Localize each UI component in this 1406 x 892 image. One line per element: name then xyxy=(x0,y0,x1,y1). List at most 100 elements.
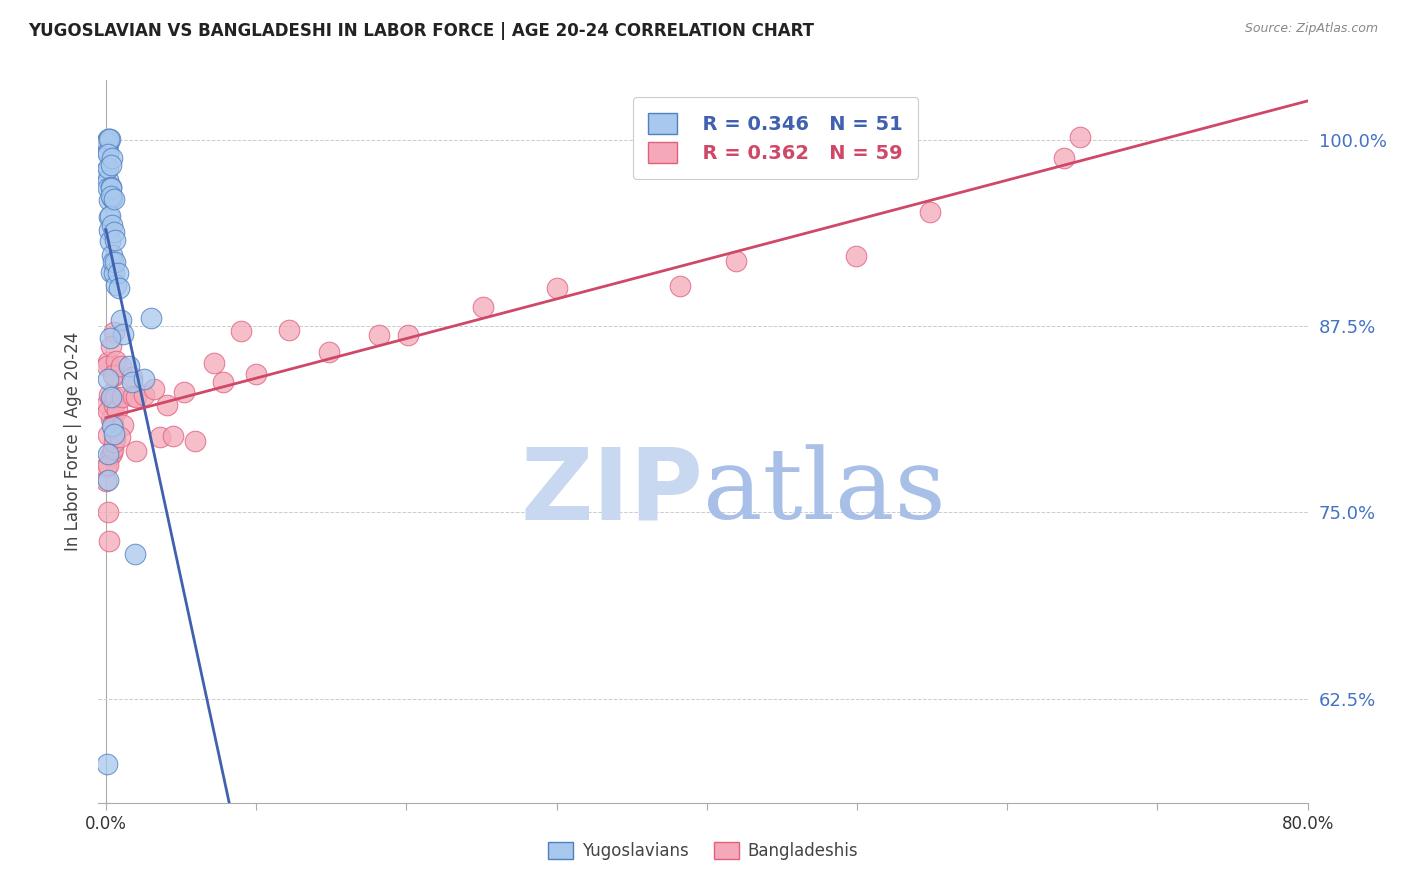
Point xyxy=(97,506,120,520)
Point xyxy=(98,209,121,223)
Point xyxy=(101,446,124,460)
Point xyxy=(100,265,122,279)
Point xyxy=(97,372,120,386)
Point xyxy=(121,389,143,403)
Point xyxy=(669,279,692,293)
Point xyxy=(101,442,124,456)
Point xyxy=(104,390,127,404)
Point xyxy=(547,281,569,295)
Point xyxy=(98,234,121,248)
Point xyxy=(97,404,120,418)
Point xyxy=(97,210,120,224)
Point xyxy=(124,547,146,561)
Point xyxy=(96,475,118,489)
Point xyxy=(278,323,301,337)
Point xyxy=(97,146,120,161)
Point xyxy=(132,388,155,402)
Point xyxy=(107,281,129,295)
Point xyxy=(724,253,747,268)
Point xyxy=(100,412,122,426)
Point xyxy=(918,204,941,219)
Point xyxy=(103,326,125,340)
Legend:   R = 0.346   N = 51,   R = 0.362   N = 59: R = 0.346 N = 51, R = 0.362 N = 59 xyxy=(633,97,918,178)
Point xyxy=(162,429,184,443)
Point xyxy=(142,382,165,396)
Point xyxy=(245,367,267,381)
Point xyxy=(110,312,132,326)
Point xyxy=(103,267,125,281)
Point xyxy=(103,398,125,412)
Point xyxy=(318,345,340,359)
Point xyxy=(101,248,124,262)
Point xyxy=(104,353,127,368)
Point xyxy=(97,132,120,146)
Point xyxy=(97,447,120,461)
Point xyxy=(98,132,121,146)
Point xyxy=(97,173,120,187)
Point xyxy=(121,370,143,384)
Point xyxy=(96,135,118,149)
Point xyxy=(100,338,122,352)
Point xyxy=(101,419,124,434)
Text: ZIP: ZIP xyxy=(520,443,703,541)
Point xyxy=(111,327,134,342)
Point xyxy=(100,159,122,173)
Point xyxy=(101,420,124,434)
Point xyxy=(1053,151,1076,165)
Point xyxy=(100,181,122,195)
Point xyxy=(108,430,131,444)
Point xyxy=(100,390,122,404)
Point xyxy=(97,145,120,159)
Point xyxy=(96,757,118,772)
Point xyxy=(100,152,122,166)
Point xyxy=(96,459,118,474)
Text: atlas: atlas xyxy=(703,444,946,540)
Point xyxy=(96,397,118,411)
Point xyxy=(97,458,120,473)
Point xyxy=(118,359,141,373)
Point xyxy=(97,427,120,442)
Point xyxy=(125,391,148,405)
Point xyxy=(97,193,120,207)
Point xyxy=(149,430,172,444)
Point xyxy=(367,328,389,343)
Point xyxy=(96,359,118,373)
Point xyxy=(125,444,148,458)
Point xyxy=(98,223,121,237)
Point xyxy=(110,359,132,373)
Point xyxy=(107,266,129,280)
Point xyxy=(472,300,495,314)
Point xyxy=(97,161,120,175)
Point xyxy=(105,403,128,417)
Point xyxy=(212,376,235,390)
Point xyxy=(396,328,419,343)
Point xyxy=(229,324,252,338)
Point xyxy=(202,356,225,370)
Point xyxy=(101,219,124,233)
Point xyxy=(845,249,868,263)
Point xyxy=(100,189,122,203)
Point xyxy=(103,426,125,441)
Point xyxy=(104,255,127,269)
Point xyxy=(97,180,120,194)
Text: YUGOSLAVIAN VS BANGLADESHI IN LABOR FORCE | AGE 20-24 CORRELATION CHART: YUGOSLAVIAN VS BANGLADESHI IN LABOR FORC… xyxy=(28,22,814,40)
Point xyxy=(97,355,120,369)
Point xyxy=(98,331,121,345)
Point xyxy=(134,371,156,385)
Point xyxy=(155,398,177,412)
Point xyxy=(104,233,127,247)
Point xyxy=(98,388,121,402)
Point xyxy=(101,368,124,382)
Point xyxy=(103,226,125,240)
Point xyxy=(173,385,195,400)
Point xyxy=(103,254,125,268)
Point xyxy=(104,431,127,445)
Y-axis label: In Labor Force | Age 20-24: In Labor Force | Age 20-24 xyxy=(63,332,82,551)
Point xyxy=(121,376,143,390)
Point xyxy=(103,369,125,384)
Point xyxy=(97,136,120,151)
Point xyxy=(184,434,207,448)
Text: Source: ZipAtlas.com: Source: ZipAtlas.com xyxy=(1244,22,1378,36)
Point xyxy=(98,449,121,463)
Point xyxy=(97,132,120,146)
